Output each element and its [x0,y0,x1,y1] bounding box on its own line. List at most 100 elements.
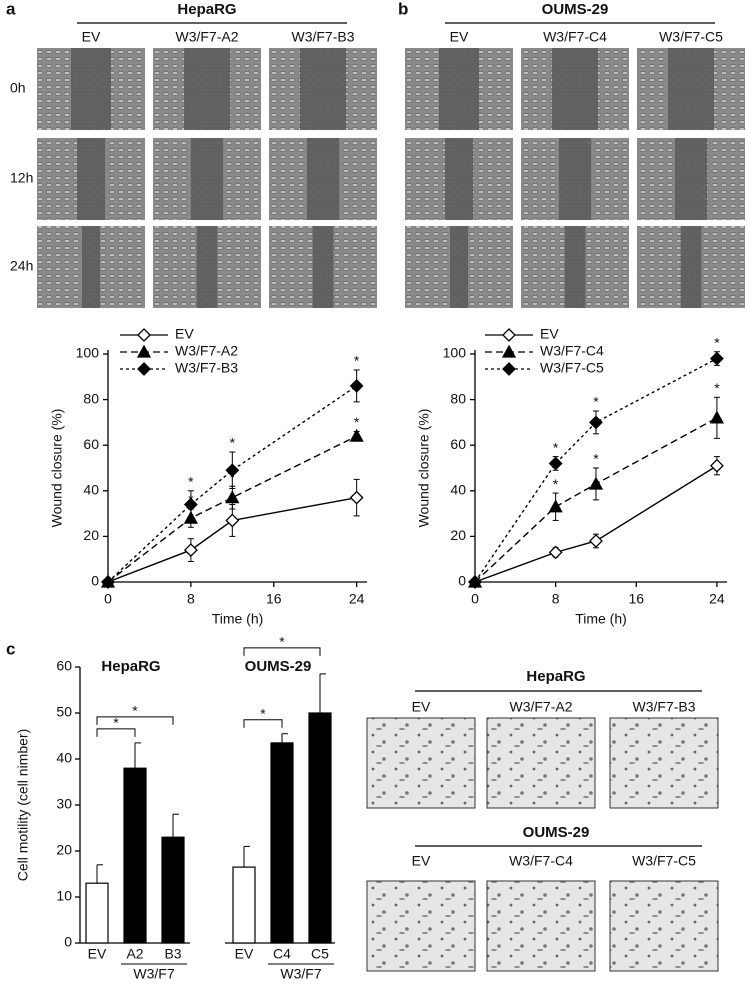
significance: * [593,394,599,410]
y-tick-label: 60 [56,658,72,674]
marker [349,428,364,442]
marker [589,534,603,548]
bar [161,836,185,944]
series-line [474,417,718,583]
y-tick-label: 40 [83,482,99,498]
category-label: B3 [164,946,181,962]
marker [101,575,115,589]
significance: * [188,474,194,490]
significance: * [593,451,599,467]
x-tick-label: 16 [628,591,644,607]
column-label: EV [412,699,431,715]
category-label: A2 [126,946,143,962]
wound-gap [196,226,218,308]
series-line [474,465,718,583]
wound-gap [552,48,598,130]
marker [588,476,604,490]
marker [183,497,198,512]
wound-gap [82,226,100,308]
marker [225,513,240,528]
significance: * [230,435,236,451]
legend-label: EV [175,326,194,342]
subgroup-label: W3/F7 [133,966,174,982]
group-title: OUMS-29 [245,658,312,675]
series-line [107,496,357,583]
y-tick-label: 60 [450,436,466,452]
category-label: EV [88,946,107,962]
significance: * [553,439,559,455]
y-tick-label: 40 [56,750,72,766]
group-title: HepaRG [101,658,160,675]
x-tick-label: 8 [552,591,560,607]
significance: * [553,476,559,492]
significance: * [714,334,720,350]
marker [548,456,563,471]
subgroup-label: W3/F7 [280,966,321,982]
marker [548,499,563,513]
category-label: C5 [311,946,329,962]
column-label: EV [450,29,469,45]
y-tick-label: 0 [91,573,99,589]
legend-marker [136,344,152,358]
wound-gap [450,226,468,308]
marker [548,545,563,560]
series-line [107,385,358,583]
wound-gap [71,48,111,130]
panel-label: c [6,639,15,658]
bar [85,882,109,944]
micrograph [609,880,719,972]
legend-marker [502,328,516,342]
column-label: W3/F7-C5 [632,853,696,869]
column-label: EV [82,29,101,45]
marker [183,543,198,557]
column-label: W3/F7-C4 [509,853,573,869]
significance-bracket [96,728,136,737]
wound-gap [558,138,592,220]
panel-title: HepaRG [526,668,585,685]
x-tick-label: 0 [104,591,112,607]
significance: * [279,634,285,650]
legend-marker [502,362,516,376]
y-tick-label: 20 [83,527,99,543]
micrograph [609,717,719,809]
micrograph [366,880,476,972]
bar [270,742,294,944]
y-tick-label: 0 [458,573,466,589]
column-label: EV [412,853,431,869]
legend-label: W3/F7-C4 [540,343,604,359]
micrograph [486,717,596,809]
significance: * [354,414,360,430]
x-tick-label: 8 [187,591,195,607]
marker [710,458,724,473]
panel-label: a [6,0,16,18]
marker [225,490,240,504]
panel-title: HepaRG [177,1,236,18]
series-line [107,435,357,583]
wound-gap [312,226,334,308]
wound-gap [300,48,346,130]
legend-label: W3/F7-B3 [175,360,238,376]
column-label: W3/F7-B3 [632,699,695,715]
wound-gap [445,138,473,220]
y-tick-label: 30 [56,796,72,812]
significance: * [714,380,720,396]
significance-bracket [243,647,321,656]
column-label: W3/F7-B3 [291,29,354,45]
micrograph [486,880,596,972]
significance: * [260,705,266,721]
x-axis-label: Time (h) [575,611,627,627]
marker [589,415,603,430]
y-tick-label: 40 [450,482,466,498]
y-tick-label: 0 [64,934,72,950]
wound-gap [668,48,714,130]
marker [349,490,364,505]
legend-label: W3/F7-A2 [175,343,238,359]
y-tick-label: 80 [83,390,99,406]
legend-marker [137,328,151,342]
y-tick-label: 50 [56,704,72,720]
bar [308,712,332,944]
category-label: C4 [273,946,291,962]
wound-gap [674,138,708,220]
marker [349,379,364,393]
